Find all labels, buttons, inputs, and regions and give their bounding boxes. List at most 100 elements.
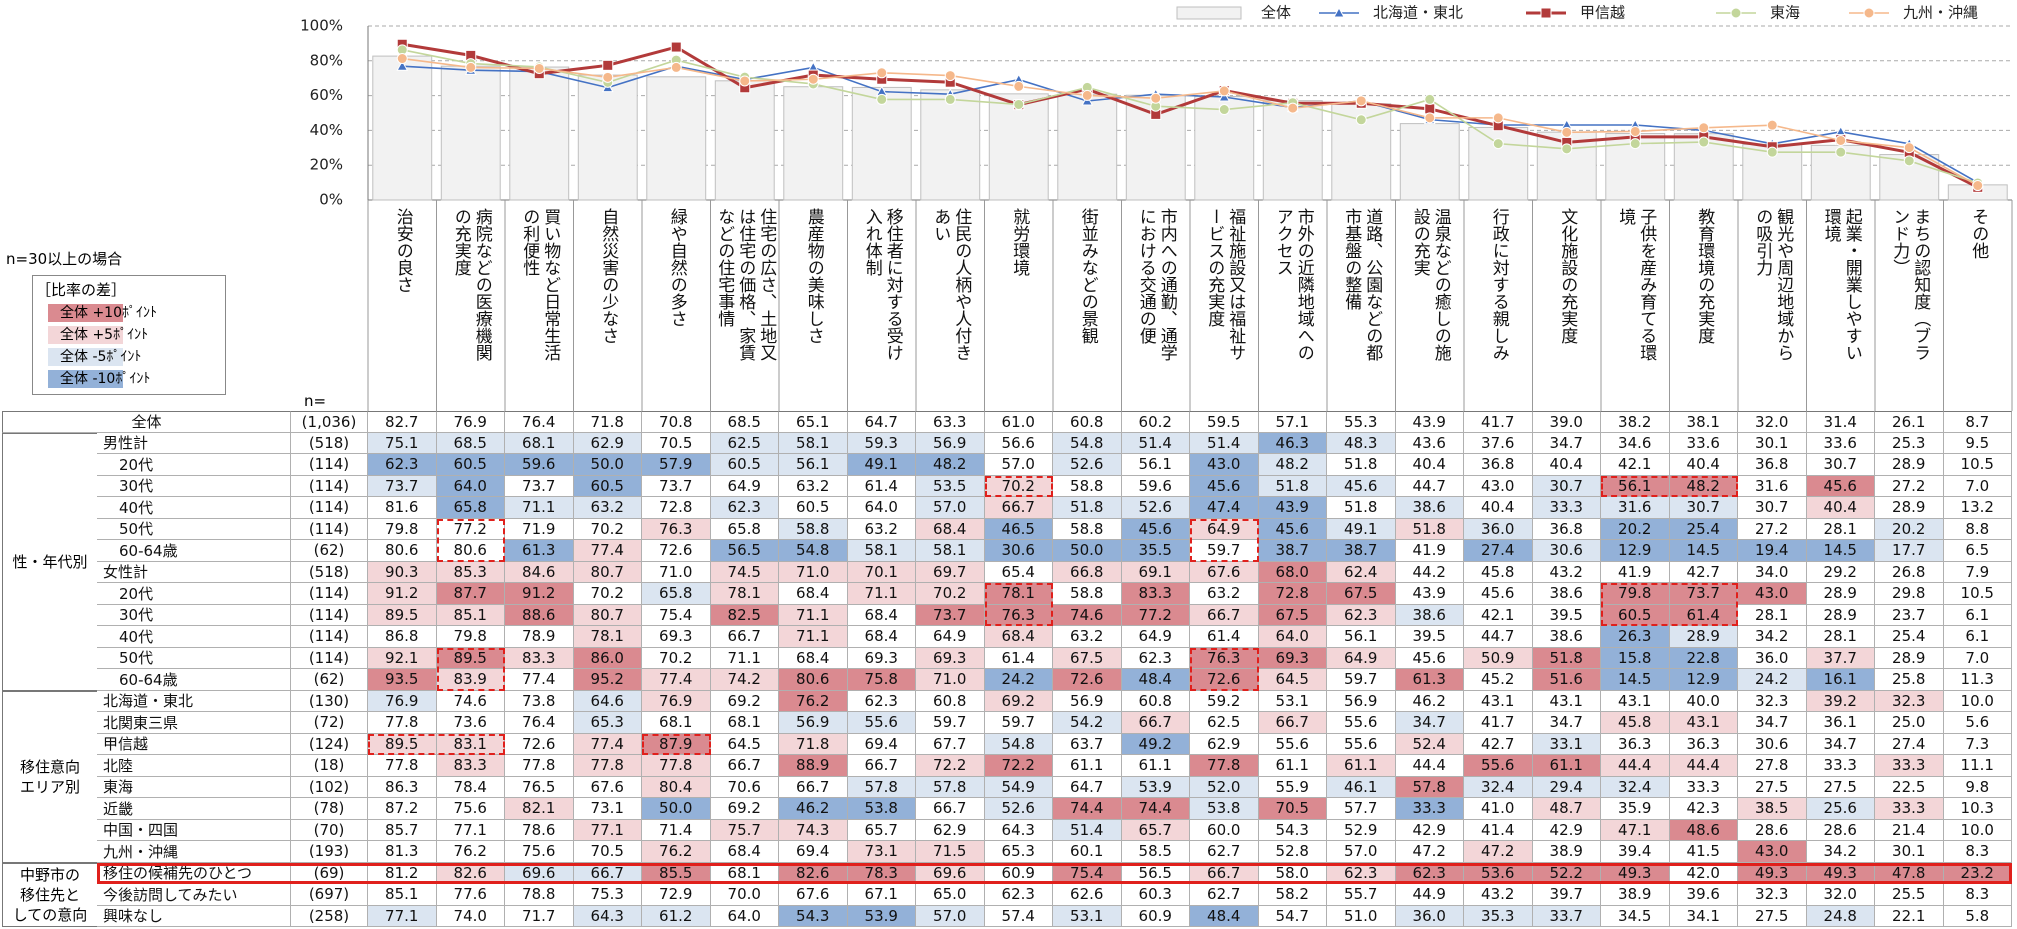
table-cell: 77.8 <box>642 755 711 777</box>
legend-note: n=30以上の場合 <box>6 250 123 268</box>
table-cell: 45.8 <box>1464 561 1533 583</box>
table-cell: 52.4 <box>1395 733 1464 755</box>
table-cell: 39.0 <box>1532 411 1601 433</box>
y-tick-label: 80% <box>310 51 343 69</box>
column-header-text: 買い物など日常生活の利便性 <box>519 208 561 361</box>
table-cell: 62.3 <box>1327 604 1396 626</box>
table-cell: 43.0 <box>1190 454 1259 476</box>
table-cell: 21.4 <box>1875 819 1944 841</box>
table-cell: 33.3 <box>1395 798 1464 820</box>
table-cell: 50.0 <box>642 798 711 820</box>
table-cell: 48.2 <box>1258 454 1327 476</box>
table-cell: 64.0 <box>847 497 916 519</box>
table-cell: 55.7 <box>1327 884 1396 906</box>
table-cell: 81.6 <box>368 497 437 519</box>
table-cell: 77.8 <box>368 712 437 734</box>
table-cell: 28.6 <box>1738 819 1807 841</box>
table-cell: 58.8 <box>1053 518 1122 540</box>
table-cell: 44.2 <box>1395 561 1464 583</box>
table-cell: 38.5 <box>1738 798 1807 820</box>
table-cell: 36.8 <box>1464 454 1533 476</box>
row-label: 今後訪問してみたい <box>97 884 291 906</box>
table-cell: 87.7 <box>436 583 505 605</box>
table-cell: 70.1 <box>847 561 916 583</box>
table-cell: 63.3 <box>916 411 985 433</box>
column-header-text: 治安の良さ <box>392 208 413 293</box>
row-label: 甲信越 <box>97 733 291 755</box>
table-cell: 11.1 <box>1943 755 2012 777</box>
table-cell: 36.3 <box>1601 733 1670 755</box>
row-n: (114) <box>291 518 368 540</box>
row-n: (114) <box>291 604 368 626</box>
table-cell: 79.8 <box>368 518 437 540</box>
table-cell: 57.1 <box>1258 411 1327 433</box>
marker <box>1492 112 1504 124</box>
table-cell: 68.5 <box>436 432 505 454</box>
table-cell: 10.3 <box>1943 798 2012 820</box>
table-cell: 64.9 <box>710 475 779 497</box>
table-cell: 73.7 <box>505 475 574 497</box>
table-cell: 27.8 <box>1738 755 1807 777</box>
table-cell: 30.7 <box>1806 454 1875 476</box>
highlight-box <box>984 475 1053 497</box>
legend-swatch <box>48 348 123 366</box>
marker <box>1424 103 1436 115</box>
table-cell: 73.1 <box>573 798 642 820</box>
marker <box>670 61 682 73</box>
table-cell: 25.0 <box>1875 712 1944 734</box>
table-cell: 85.3 <box>436 561 505 583</box>
table-cell: 55.6 <box>1327 712 1396 734</box>
highlight-box <box>1601 475 1738 497</box>
table-cell: 82.7 <box>368 411 437 433</box>
table-cell: 60.2 <box>1121 411 1190 433</box>
table-cell: 26.8 <box>1875 561 1944 583</box>
table-cell: 28.9 <box>1669 626 1738 648</box>
table-cell: 62.3 <box>1121 647 1190 669</box>
table-cell: 50.0 <box>573 454 642 476</box>
table-cell: 25.4 <box>1669 518 1738 540</box>
row-n: (114) <box>291 497 368 519</box>
table-cell: 49.1 <box>1327 518 1396 540</box>
table-cell: 64.5 <box>710 733 779 755</box>
table-cell: 30.1 <box>1738 432 1807 454</box>
column-header: 自然災害の少なさ <box>574 208 643 378</box>
table-cell: 33.3 <box>1875 755 1944 777</box>
table-cell: 61.2 <box>642 905 711 927</box>
table-cell: 62.7 <box>1190 884 1259 906</box>
table-cell: 36.8 <box>1532 518 1601 540</box>
marker <box>396 60 409 71</box>
table-cell: 38.6 <box>1395 497 1464 519</box>
table-cell: 71.5 <box>916 841 985 863</box>
table-cell: 49.2 <box>1121 733 1190 755</box>
legend-swatch <box>48 370 123 388</box>
table-cell: 80.6 <box>779 669 848 691</box>
table-cell: 67.6 <box>1190 561 1259 583</box>
row-label: 50代 <box>97 647 291 669</box>
row-label: 九州・沖縄 <box>97 841 291 863</box>
y-tick-label: 40% <box>310 121 343 139</box>
table-cell: 54.3 <box>1258 819 1327 841</box>
table-cell: 68.5 <box>710 411 779 433</box>
row-label: 20代 <box>97 583 291 605</box>
row-n: (130) <box>291 690 368 712</box>
table-cell: 34.2 <box>1738 626 1807 648</box>
table-cell: 35.5 <box>1121 540 1190 562</box>
table-cell: 66.7 <box>984 497 1053 519</box>
table-cell: 33.3 <box>1806 755 1875 777</box>
bar <box>1262 100 1323 201</box>
table-cell: 76.2 <box>642 841 711 863</box>
table-cell: 44.7 <box>1464 626 1533 648</box>
column-header: 買い物など日常生活の利便性 <box>505 208 574 378</box>
table-cell: 55.9 <box>1258 776 1327 798</box>
column-header-text: 温泉などの癒しの施設の充実 <box>1409 208 1451 361</box>
marker <box>1698 122 1710 134</box>
table-cell: 62.3 <box>1327 862 1396 884</box>
table-cell: 60.5 <box>1601 604 1670 626</box>
column-header: 移住者に対する受け入れ体制 <box>848 208 917 378</box>
table-cell: 51.0 <box>1327 905 1396 927</box>
table-cell: 60.8 <box>1121 690 1190 712</box>
table-cell: 69.4 <box>779 841 848 863</box>
row-n: (62) <box>291 540 368 562</box>
table-cell: 36.0 <box>1464 518 1533 540</box>
table-cell: 67.6 <box>573 776 642 798</box>
